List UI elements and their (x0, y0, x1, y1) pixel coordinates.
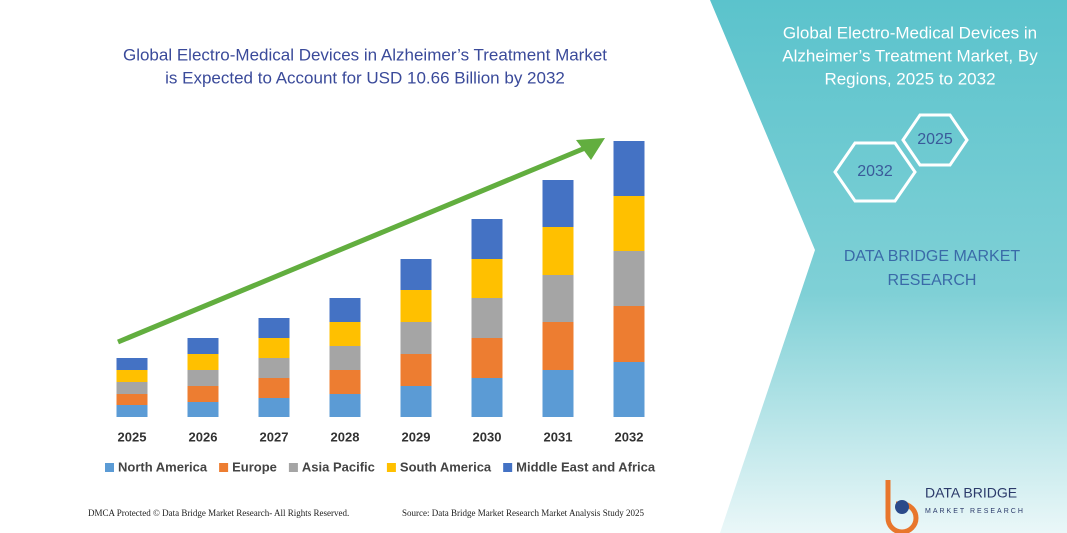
x-tick-label: 2030 (473, 429, 502, 444)
bar-segment (187, 354, 219, 370)
bar-segment (400, 290, 432, 322)
x-tick-label: 2028 (331, 429, 360, 444)
legend-swatch (219, 463, 229, 472)
bar-segment (471, 378, 503, 417)
x-tick-label: 2025 (118, 429, 147, 444)
bar-segment (187, 370, 219, 386)
bar-segment (116, 394, 148, 405)
trend-arrow (117, 143, 591, 345)
bar-segment (400, 386, 432, 417)
hexagon-label: 2025 (917, 131, 953, 148)
brand-text: DATA BRIDGE MARKET (844, 248, 1021, 265)
logo-icon (895, 500, 909, 514)
logo-tagline: MARKET RESEARCH (925, 508, 1025, 515)
bar-segment (400, 322, 432, 354)
bar-segment (400, 259, 432, 290)
legend-swatch (503, 463, 513, 472)
bar-segment (471, 259, 503, 298)
bar-segment (329, 394, 361, 417)
bar-segment (613, 141, 645, 196)
footer-text: DMCA Protected © Data Bridge Market Rese… (88, 508, 349, 518)
panel-title: Global Electro-Medical Devices in (783, 23, 1037, 42)
bar-segment (258, 398, 290, 417)
legend-label: Europe (232, 459, 277, 474)
side-panel (710, 0, 1067, 533)
legend-label: South America (400, 459, 492, 474)
bar-segment (258, 378, 290, 398)
x-tick-label: 2026 (189, 429, 218, 444)
bar-segment (613, 251, 645, 306)
bar-segment (542, 370, 574, 417)
bar-segment (329, 322, 361, 346)
bar-segment (116, 358, 148, 370)
panel-title: Regions, 2025 to 2032 (824, 69, 995, 88)
chart-title: is Expected to Account for USD 10.66 Bil… (165, 68, 565, 87)
panel-title: Alzheimer’s Treatment Market, By (782, 46, 1038, 65)
bar-segment (116, 405, 148, 417)
x-tick-label: 2029 (402, 429, 431, 444)
hexagon (833, 141, 917, 203)
x-tick-label: 2027 (260, 429, 289, 444)
bar-segment (400, 354, 432, 386)
legend-swatch (288, 463, 298, 472)
trend-arrow-head (576, 138, 605, 160)
bar-segment (542, 322, 574, 370)
bar-segment (471, 219, 503, 259)
bar-segment (187, 386, 219, 402)
logo-name: DATA BRIDGE (925, 485, 1017, 501)
bar-segment (329, 346, 361, 370)
bar-segment (187, 338, 219, 354)
brand-text: RESEARCH (888, 272, 977, 289)
bar-segment (329, 370, 361, 394)
hexagon (901, 113, 969, 167)
legend-swatch (105, 463, 114, 472)
bar-segment (542, 227, 574, 275)
legend-label: Asia Pacific (302, 459, 375, 474)
bar-segment (613, 196, 645, 251)
bar-segment (116, 370, 148, 382)
x-tick-label: 2032 (615, 429, 644, 444)
bar-segment (329, 298, 361, 322)
bar-segment (116, 382, 148, 394)
bar-segment (471, 298, 503, 338)
bar-segment (542, 275, 574, 322)
bar-segment (613, 362, 645, 417)
bar-segment (258, 358, 290, 378)
chart-title: Global Electro-Medical Devices in Alzhei… (123, 45, 607, 64)
bar-segment (613, 306, 645, 362)
bar-segment (542, 180, 574, 227)
legend-label: North America (118, 459, 208, 474)
bar-segment (187, 402, 219, 417)
legend-swatch (386, 463, 396, 472)
hexagon-label: 2032 (857, 163, 893, 180)
legend-label: Middle East and Africa (516, 459, 656, 474)
bar-segment (258, 338, 290, 358)
x-tick-label: 2031 (544, 429, 573, 444)
footer-text: Source: Data Bridge Market Research Mark… (402, 508, 644, 518)
bar-segment (258, 318, 290, 338)
bar-segment (471, 338, 503, 378)
